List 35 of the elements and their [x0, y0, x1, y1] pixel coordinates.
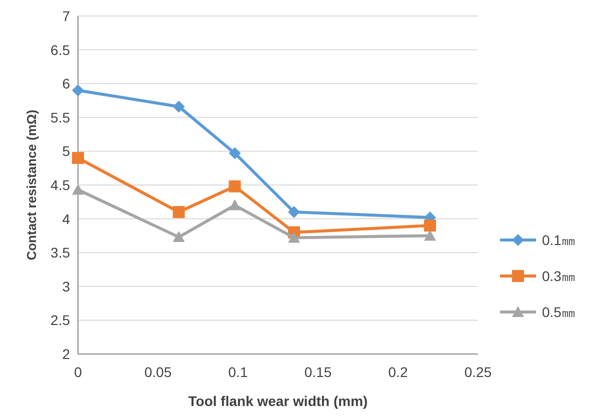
point: [424, 230, 436, 241]
legend-label: 0.3㎜: [542, 268, 576, 284]
x-tick-label: 0: [74, 364, 82, 380]
x-tick-label: 0.25: [464, 364, 492, 380]
y-tick-label: 3: [62, 278, 70, 294]
point: [72, 152, 84, 164]
y-tick-label: 7: [62, 8, 70, 24]
y-tick-label: 3.5: [50, 244, 70, 261]
point: [288, 206, 300, 218]
y-tick-label: 2: [62, 346, 70, 362]
y-tick-label: 6.5: [50, 42, 70, 58]
legend-label: 0.5㎜: [542, 304, 576, 320]
y-axis-title: Contact resistance (mΩ): [24, 110, 39, 260]
x-axis-title: Tool flank wear width (mm): [188, 393, 368, 409]
point: [172, 231, 185, 242]
x-tick-label: 0.15: [304, 364, 332, 380]
x-tick-label: 0.1: [228, 364, 248, 380]
x-tick-label: 0.2: [388, 364, 408, 380]
point: [172, 206, 185, 218]
y-tick-label: 4.5: [50, 177, 70, 193]
y-tick-label: 5: [62, 143, 70, 160]
point: [228, 147, 241, 160]
point: [424, 220, 436, 232]
point: [288, 232, 300, 243]
point: [172, 100, 185, 113]
point: [72, 184, 84, 195]
y-tick-label: 6: [62, 76, 70, 92]
point: [228, 199, 241, 210]
y-tick-label: 4: [62, 210, 70, 227]
point: [72, 84, 84, 96]
point: [228, 180, 241, 192]
x-tick-label: 0.05: [144, 364, 172, 380]
legend-label: 0.1㎜: [542, 232, 576, 248]
y-tick-label: 2.5: [50, 312, 70, 328]
y-tick-label: 5.5: [50, 109, 70, 126]
